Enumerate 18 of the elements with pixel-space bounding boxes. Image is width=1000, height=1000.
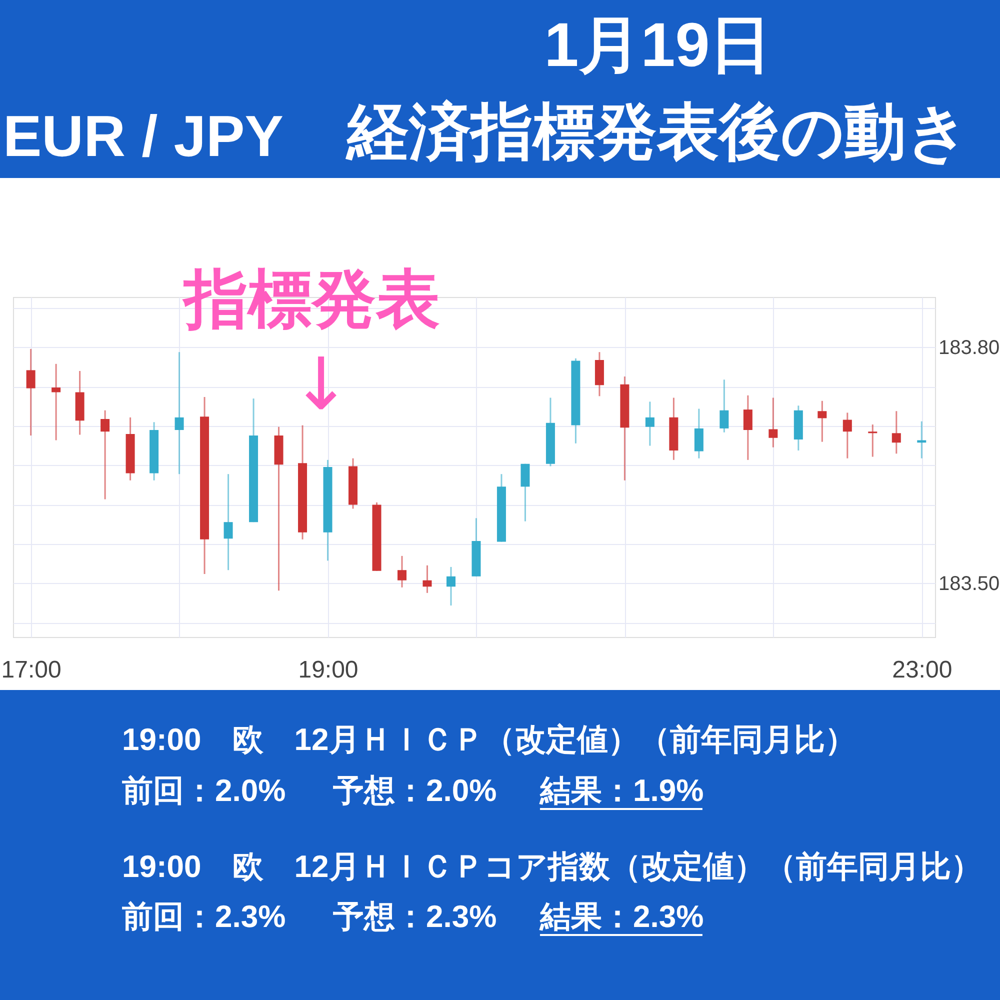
text: 前回：2.3% — [122, 899, 286, 934]
y-tick-label: 183.80 — [938, 336, 1000, 359]
text: 結果：1.9% — [539, 773, 704, 808]
text: 19:00 欧 12月ＨＩＣＰコア指数（改定値）（前年同月比） — [122, 849, 982, 884]
x-tick-label: 23:00 — [892, 656, 952, 684]
annotation: 指標発表 — [182, 263, 440, 335]
y-tick-label: 183.50 — [938, 572, 1000, 595]
text: 予想：2.3% — [332, 899, 497, 934]
text: 結果：2.3% — [539, 899, 704, 934]
x-tick-label: 17:00 — [1, 656, 62, 684]
chart-subtitle: 経済指標発表後の動き — [345, 98, 969, 167]
text: 19:00 欧 12月ＨＩＣＰ（改定値）（前年同月比） — [122, 722, 856, 757]
chart-title: 1月19日 — [544, 11, 772, 80]
annotation: ↓ — [290, 342, 352, 426]
text: 予想：2.0% — [332, 773, 497, 808]
text: 前回：2.0% — [122, 773, 286, 808]
text: EUR / JPY — [3, 104, 284, 169]
x-tick-label: 19:00 — [298, 656, 358, 684]
